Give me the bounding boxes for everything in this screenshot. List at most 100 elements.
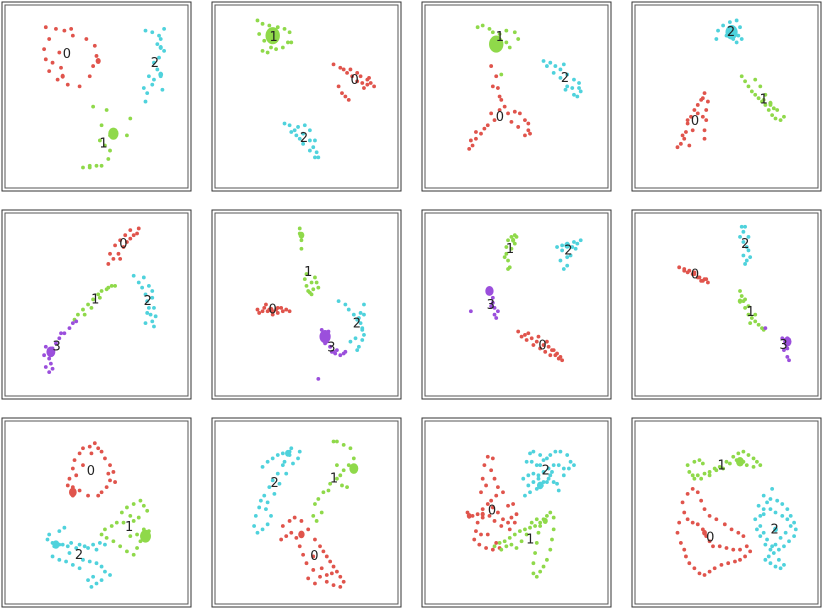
data-point [345, 70, 349, 75]
data-point [131, 233, 136, 238]
data-point [54, 27, 58, 31]
data-point [726, 561, 731, 566]
data-point [123, 233, 128, 238]
cluster-1: 1 [492, 510, 556, 579]
data-point [514, 235, 519, 239]
data-point [504, 544, 509, 549]
data-point [321, 490, 326, 495]
data-point [780, 513, 785, 518]
data-point [538, 346, 543, 351]
data-point [528, 451, 532, 456]
data-point [141, 86, 146, 90]
data-point [558, 449, 563, 454]
data-point [136, 226, 141, 231]
data-point [529, 336, 534, 341]
data-point [531, 480, 536, 484]
data-point [275, 305, 280, 310]
data-point [675, 145, 680, 150]
data-point [313, 155, 317, 160]
data-point [685, 492, 690, 496]
data-point [294, 535, 299, 540]
data-point [314, 519, 319, 523]
cluster-2: 2 [336, 299, 366, 353]
data-point [324, 554, 329, 559]
data-point [70, 33, 75, 38]
data-point [150, 82, 155, 87]
data-point [692, 459, 697, 464]
data-point [566, 466, 571, 471]
data-point [106, 262, 111, 266]
data-point [763, 542, 768, 547]
data-point [497, 108, 502, 112]
data-point [155, 67, 160, 72]
data-point [785, 346, 790, 351]
data-point [262, 493, 267, 498]
scatter-panel: 0 1 2 [1, 1, 192, 192]
data-point [496, 86, 500, 90]
data-point [487, 27, 492, 31]
data-point [749, 89, 754, 94]
data-point [302, 277, 307, 282]
data-point [782, 544, 786, 549]
data-point [563, 87, 568, 92]
data-point [528, 490, 532, 495]
cluster-0: 0 [675, 91, 710, 150]
data-point [367, 76, 371, 80]
data-point [252, 524, 257, 528]
data-point [568, 253, 573, 258]
data-point [99, 532, 104, 537]
data-point [787, 358, 791, 363]
data-point [480, 23, 485, 28]
data-point [502, 539, 507, 544]
data-point [135, 532, 139, 537]
data-point [87, 165, 92, 170]
data-point [770, 113, 775, 117]
data-point [707, 470, 712, 474]
data-point [270, 478, 275, 483]
data-point [64, 559, 68, 564]
data-point [746, 312, 751, 317]
data-point [741, 534, 746, 539]
data-point [702, 91, 707, 96]
data-point [116, 251, 121, 256]
data-point [682, 510, 687, 515]
data-point [316, 376, 321, 381]
data-point [546, 466, 551, 471]
data-point [531, 449, 536, 454]
data-point [782, 562, 786, 567]
data-point [309, 280, 314, 285]
data-point [89, 305, 94, 310]
data-point [714, 468, 719, 473]
data-point [69, 27, 74, 31]
data-point [91, 542, 96, 547]
data-point [492, 305, 497, 310]
data-point [487, 513, 492, 518]
data-point [280, 309, 285, 314]
data-point [72, 458, 77, 463]
data-point [699, 498, 704, 503]
data-point [497, 32, 502, 36]
data-point [494, 541, 499, 545]
data-point [776, 547, 781, 552]
data-point [534, 463, 539, 468]
data-point [494, 74, 499, 79]
data-point [341, 443, 346, 447]
data-point [313, 138, 317, 143]
data-point [565, 84, 570, 89]
data-point [335, 569, 339, 574]
cluster-3: 3 [468, 286, 500, 320]
data-point [534, 517, 539, 522]
data-point [94, 163, 99, 168]
data-point [275, 311, 280, 315]
data-point [319, 510, 324, 515]
data-point [279, 537, 284, 542]
cluster-label: 0 [119, 237, 127, 252]
data-point [82, 544, 87, 549]
data-point [565, 453, 570, 457]
data-point [287, 519, 292, 523]
data-point [336, 84, 341, 89]
data-point [307, 290, 312, 295]
data-point [512, 532, 517, 537]
data-point [86, 302, 90, 307]
cluster-label: 1 [747, 305, 755, 320]
